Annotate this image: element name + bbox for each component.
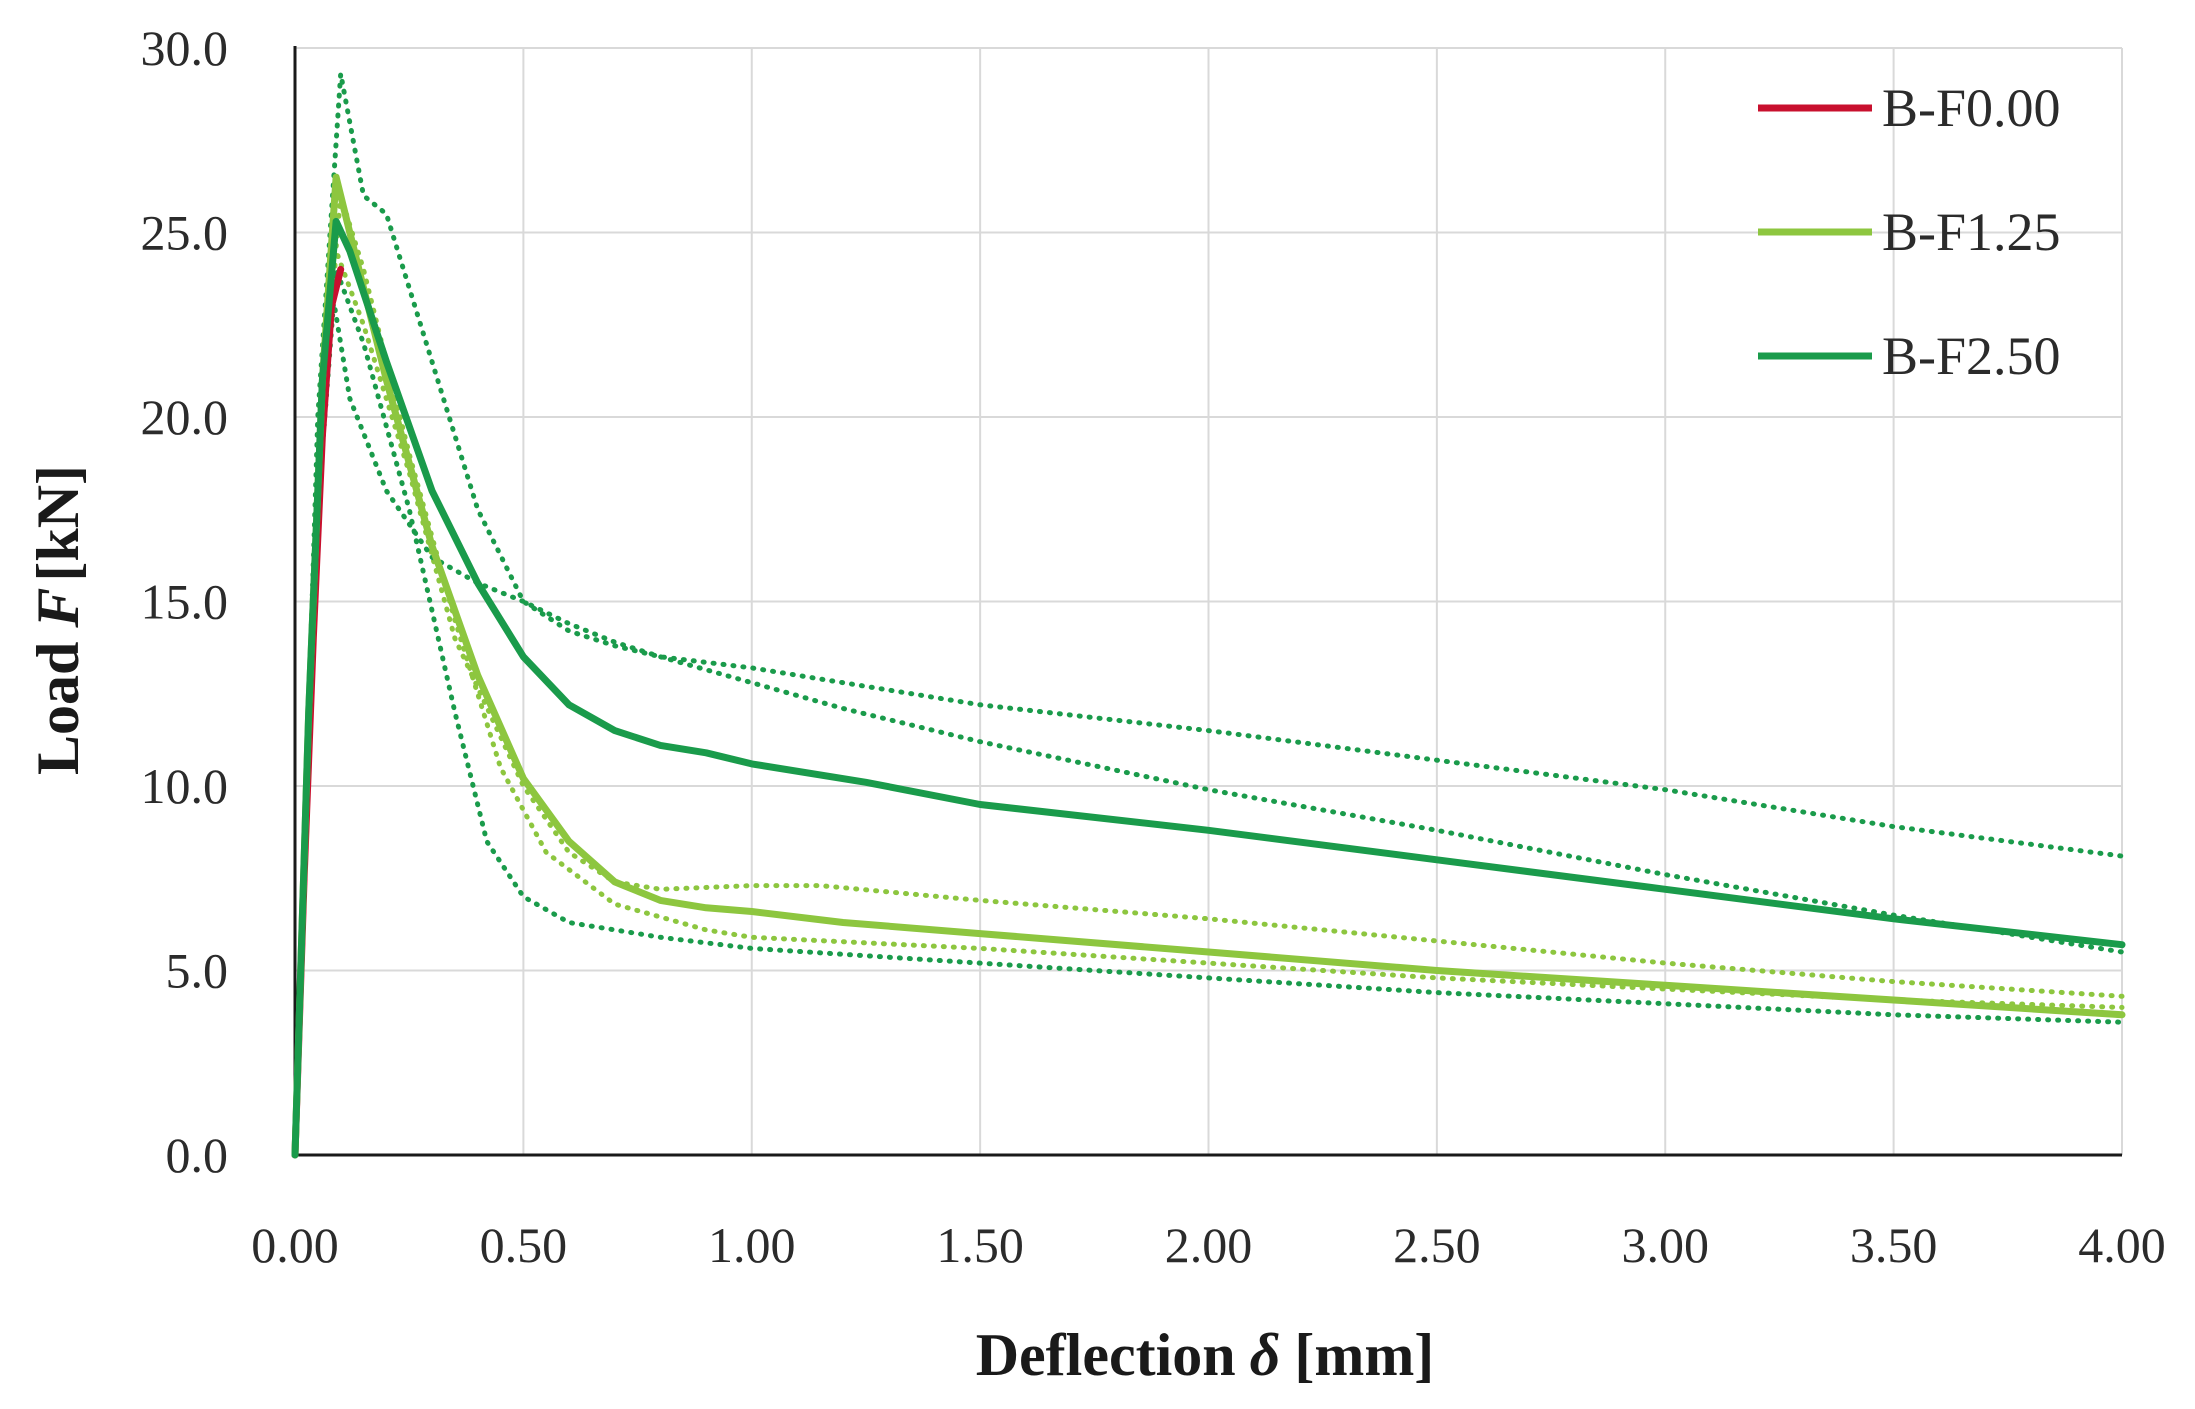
- y-tick-label: 15.0: [141, 574, 229, 630]
- y-axis-title: Load F [kN]: [25, 465, 91, 775]
- x-tick-label: 0.00: [251, 1217, 339, 1273]
- y-axis-title-symbol: F: [25, 588, 91, 629]
- x-tick-label: 1.00: [708, 1217, 796, 1273]
- x-tick-label: 2.00: [1165, 1217, 1253, 1273]
- series-line-b-f1-25-specimen-1: [292, 248, 2125, 1158]
- y-tick-label: 25.0: [141, 205, 229, 261]
- y-tick-label: 30.0: [141, 20, 229, 76]
- legend: B-F0.00 B-F1.25 B-F2.50: [1758, 78, 2061, 386]
- y-tick-label: 0.0: [166, 1127, 229, 1183]
- legend-label: B-F1.25: [1882, 202, 2061, 262]
- y-axis-title-text: Load: [25, 642, 91, 775]
- x-tick-label: 3.00: [1622, 1217, 1710, 1273]
- series-line-b-f1-25: [291, 173, 2126, 1159]
- y-tick-label: 10.0: [141, 758, 229, 814]
- legend-label: B-F0.00: [1882, 78, 2061, 138]
- x-axis-title-unit: [mm]: [1294, 1322, 1434, 1388]
- series-line-b-f2-50-specimen-3: [292, 266, 2125, 1158]
- x-tick-label: 1.50: [936, 1217, 1024, 1273]
- x-tick-label: 4.00: [2078, 1217, 2166, 1273]
- x-tick-label: 0.50: [480, 1217, 568, 1273]
- series-lines: [291, 71, 2126, 1159]
- x-axis-title-text: Deflection: [976, 1322, 1236, 1388]
- tick-labels: 0.00 0.50 1.00 1.50 2.00 2.50 3.00 3.50 4.00 0.0 5…: [141, 20, 2166, 1273]
- x-axis-title: Deflection δ [mm]: [976, 1322, 1435, 1388]
- x-tick-label: 3.50: [1850, 1217, 1938, 1273]
- series-line-b-f2-50-specimen-1: [292, 71, 2125, 1158]
- axes: [293, 46, 2122, 1157]
- y-tick-label: 5.0: [166, 943, 229, 999]
- x-tick-label: 2.50: [1393, 1217, 1481, 1273]
- y-tick-label: 20.0: [141, 389, 229, 445]
- series-line-b-f2-50-specimen-2: [292, 285, 2125, 1158]
- series-line-b-f2-50: [291, 217, 2126, 1159]
- x-axis-title-symbol: δ: [1250, 1322, 1281, 1388]
- legend-label: B-F2.50: [1882, 326, 2061, 386]
- y-axis-title-unit: [kN]: [25, 465, 91, 582]
